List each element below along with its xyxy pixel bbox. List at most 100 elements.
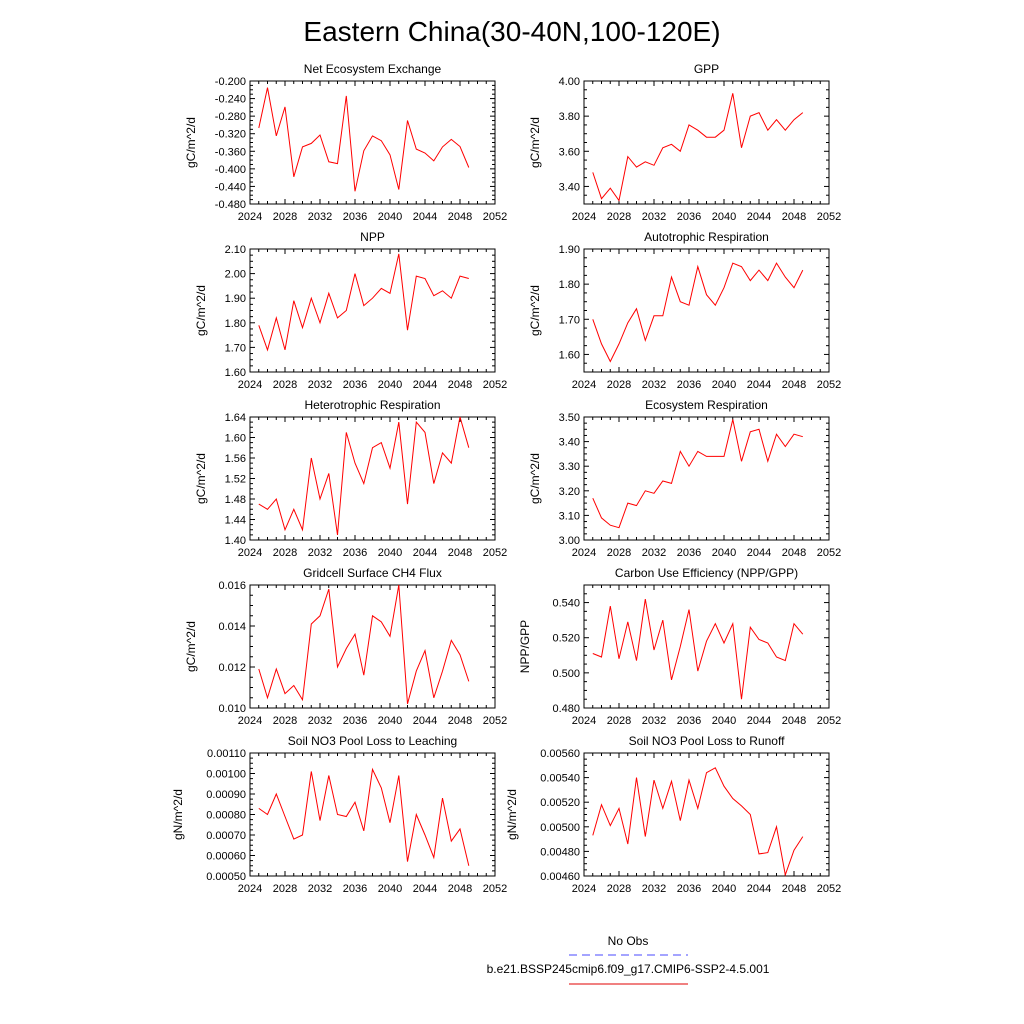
plot-frame <box>583 248 830 373</box>
panel-title: Gridcell Surface CH4 Flux <box>303 566 442 580</box>
y-tick-label: 2.00 <box>225 269 246 281</box>
x-tick-label: 2024 <box>572 883 596 895</box>
y-tick-label: 2.10 <box>225 244 246 256</box>
x-tick-label: 2032 <box>642 883 666 895</box>
y-tick-label: 3.00 <box>559 535 580 547</box>
x-tick-label: 2036 <box>677 211 701 223</box>
y-tick-label: 3.10 <box>559 510 580 522</box>
x-tick-label: 2048 <box>448 379 472 391</box>
x-tick-label: 2052 <box>483 211 507 223</box>
x-tick-label: 2048 <box>448 883 472 895</box>
y-tick-label: 0.00460 <box>540 871 580 883</box>
x-tick-label: 2028 <box>273 379 297 391</box>
y-tick-label: 0.010 <box>218 703 246 715</box>
y-tick-label: 0.00520 <box>540 797 580 809</box>
y-tick-label: 1.64 <box>225 412 246 424</box>
y-tick-label: -0.200 <box>215 76 246 88</box>
x-tick-label: 2036 <box>343 379 367 391</box>
plot-frame <box>249 248 496 373</box>
plot-frame <box>249 416 496 541</box>
y-tick-label: 1.56 <box>225 453 246 465</box>
y-tick-label: 3.40 <box>559 181 580 193</box>
x-tick-label: 2032 <box>308 883 332 895</box>
panel-net-ecosystem-exchange: Net Ecosystem Exchange 2024 2028 2032 2036 20… <box>184 62 507 223</box>
y-tick-label: 1.80 <box>559 279 580 291</box>
plot-frame <box>249 584 496 709</box>
y-axis-label: gC/m^2/d <box>528 453 542 504</box>
y-tick-label: 0.00080 <box>206 810 246 822</box>
y-tick-label: 0.00090 <box>206 789 246 801</box>
x-tick-label: 2024 <box>238 211 262 223</box>
x-tick-label: 2024 <box>238 715 262 727</box>
y-axis-label: gC/m^2/d <box>528 285 542 336</box>
y-tick-label: -0.400 <box>215 164 246 176</box>
x-tick-label: 2052 <box>817 211 841 223</box>
x-tick-label: 2036 <box>677 547 701 559</box>
panel-title: Soil NO3 Pool Loss to Runoff <box>629 734 786 748</box>
panel-gridcell-surface-ch4-flux: Gridcell Surface CH4 Flux 2024 2028 2032 203… <box>184 566 507 727</box>
y-tick-label: 3.50 <box>559 412 580 424</box>
series-line <box>592 599 804 700</box>
x-tick-label: 2040 <box>378 379 402 391</box>
y-tick-label: 0.00110 <box>207 748 246 760</box>
x-tick-label: 2044 <box>413 715 437 727</box>
panel-title: Soil NO3 Pool Loss to Leaching <box>288 734 457 748</box>
y-tick-label: 0.500 <box>552 668 580 680</box>
plot-frame <box>583 80 830 205</box>
x-tick-label: 2028 <box>273 883 297 895</box>
panel-title: Heterotrophic Respiration <box>304 398 440 412</box>
x-tick-label: 2036 <box>343 883 367 895</box>
x-tick-label: 2040 <box>378 715 402 727</box>
y-tick-label: 0.00050 <box>206 871 246 883</box>
panel-carbon-use-efficiency-npp-gpp: Carbon Use Efficiency (NPP/GPP) 2024 2028 2… <box>518 566 841 727</box>
y-tick-label: 1.52 <box>225 474 246 486</box>
series-line <box>592 262 804 363</box>
x-tick-label: 2044 <box>413 211 437 223</box>
y-tick-label: 3.30 <box>559 461 580 473</box>
y-axis-label: gC/m^2/d <box>184 117 198 168</box>
panel-title: Autotrophic Respiration <box>644 230 769 244</box>
x-tick-label: 2024 <box>572 211 596 223</box>
x-tick-label: 2044 <box>413 379 437 391</box>
y-tick-label: 1.90 <box>225 293 246 305</box>
x-tick-label: 2036 <box>677 883 701 895</box>
x-tick-label: 2032 <box>308 715 332 727</box>
series-line <box>592 767 804 877</box>
x-tick-label: 2048 <box>782 547 806 559</box>
x-tick-label: 2048 <box>782 379 806 391</box>
x-tick-label: 2052 <box>483 715 507 727</box>
x-tick-label: 2036 <box>677 379 701 391</box>
y-tick-label: 0.520 <box>552 633 580 645</box>
x-tick-label: 2032 <box>308 547 332 559</box>
x-tick-label: 2032 <box>642 379 666 391</box>
y-axis-label: gC/m^2/d <box>184 621 198 672</box>
panel-title: Net Ecosystem Exchange <box>304 62 442 76</box>
series-line <box>258 253 469 352</box>
panel-title: Ecosystem Respiration <box>645 398 768 412</box>
y-tick-label: 0.00060 <box>206 851 246 863</box>
x-tick-label: 2024 <box>572 715 596 727</box>
x-tick-label: 2040 <box>712 211 736 223</box>
y-tick-label: 1.60 <box>225 433 246 445</box>
y-tick-label: 1.60 <box>225 367 246 379</box>
x-tick-label: 2048 <box>782 883 806 895</box>
panel-ecosystem-respiration: Ecosystem Respiration 2024 2028 2032 2036 204… <box>528 398 841 559</box>
y-tick-label: -0.360 <box>215 146 246 158</box>
y-tick-label: -0.280 <box>215 111 246 123</box>
x-tick-label: 2040 <box>712 547 736 559</box>
x-tick-label: 2044 <box>413 883 437 895</box>
y-tick-label: 1.40 <box>225 535 246 547</box>
y-tick-label: 0.480 <box>552 703 580 715</box>
x-tick-label: 2028 <box>273 715 297 727</box>
x-tick-label: 2040 <box>378 547 402 559</box>
y-tick-label: 3.60 <box>559 146 580 158</box>
series-line <box>258 87 470 192</box>
x-tick-label: 2036 <box>343 547 367 559</box>
x-tick-label: 2052 <box>817 547 841 559</box>
y-tick-label: 3.40 <box>559 437 580 449</box>
y-tick-label: 1.90 <box>559 244 580 256</box>
y-axis-label: gC/m^2/d <box>194 285 208 336</box>
x-tick-label: 2052 <box>483 379 507 391</box>
x-tick-label: 2044 <box>413 547 437 559</box>
legend: No Obs b.e21.BSSP245cmip6.f09_g17.CMIP6-… <box>487 934 770 985</box>
